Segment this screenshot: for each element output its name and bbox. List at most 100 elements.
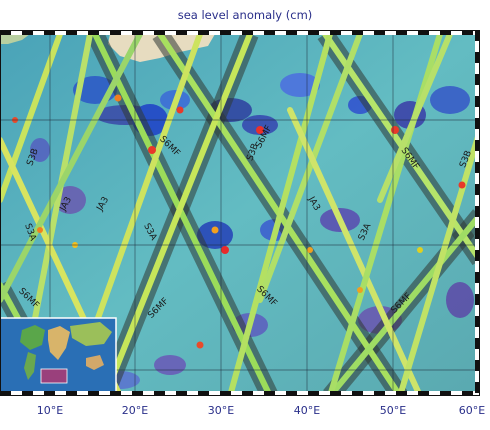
longitude-label-40e: 40°E (293, 404, 321, 417)
frame-segment (0, 391, 11, 396)
frame-segment (429, 391, 440, 396)
frame-segment (33, 30, 44, 35)
frame-segment (475, 151, 480, 162)
map-title: sea level anomaly (cm) (177, 8, 313, 22)
frame-segment (407, 391, 418, 396)
frame-segment (220, 391, 231, 396)
frame-segment (475, 371, 480, 382)
longitude-label-10e: 10°E (36, 404, 64, 417)
frame-segment (396, 391, 407, 396)
frame-segment (319, 391, 330, 396)
frame-segment (475, 272, 480, 283)
frame-segment (110, 391, 121, 396)
frame-segment (440, 30, 451, 35)
frame-segment (475, 294, 480, 305)
frame-segment (220, 30, 231, 35)
frame-segment (264, 30, 275, 35)
frame-segment (475, 118, 480, 129)
map-frame (0, 30, 480, 396)
frame-segment (475, 129, 480, 140)
frame-segment (475, 30, 480, 41)
frame-segment (475, 85, 480, 96)
frame-segment (475, 74, 480, 85)
frame-segment (396, 30, 407, 35)
frame-segment (475, 184, 480, 195)
frame-segment (308, 391, 319, 396)
frame-segment (22, 30, 33, 35)
frame-segment (264, 391, 275, 396)
frame-segment (352, 391, 363, 396)
frame-segment (475, 52, 480, 63)
frame-segment (475, 305, 480, 316)
frame-segment (253, 30, 264, 35)
frame-segment (55, 391, 66, 396)
frame-segment (121, 391, 132, 396)
frame-segment (253, 391, 264, 396)
frame-segment (22, 391, 33, 396)
frame-segment (286, 391, 297, 396)
frame-segment (475, 63, 480, 74)
frame-segment (143, 30, 154, 35)
frame-segment (77, 30, 88, 35)
frame-segment (418, 391, 429, 396)
frame-segment (99, 391, 110, 396)
frame-segment (187, 391, 198, 396)
frame-segment (187, 30, 198, 35)
frame-segment (475, 206, 480, 217)
frame-segment (475, 239, 480, 250)
frame-segment (475, 217, 480, 228)
frame-segment (319, 30, 330, 35)
frame-segment (475, 140, 480, 151)
frame-segment (121, 30, 132, 35)
frame-segment (451, 30, 462, 35)
frame-segment (44, 30, 55, 35)
frame-segment (0, 30, 11, 35)
frame-segment (429, 30, 440, 35)
frame-segment (77, 391, 88, 396)
frame-segment (475, 393, 480, 396)
frame-segment (475, 283, 480, 294)
frame-segment (330, 391, 341, 396)
frame-segment (55, 30, 66, 35)
frame-segment (297, 30, 308, 35)
frame-segment (418, 30, 429, 35)
longitude-label-20e: 20°E (121, 404, 149, 417)
frame-outline (0, 30, 480, 396)
frame-segment (11, 391, 22, 396)
frame-segment (242, 391, 253, 396)
frame-segment (165, 391, 176, 396)
frame-segment (176, 30, 187, 35)
frame-segment (462, 391, 473, 396)
frame-segment (341, 30, 352, 35)
frame-segment (231, 30, 242, 35)
frame-segment (363, 30, 374, 35)
frame-segment (440, 391, 451, 396)
longitude-label-50e: 50°E (379, 404, 407, 417)
frame-segment (330, 30, 341, 35)
frame-segment (475, 195, 480, 206)
frame-segment (475, 349, 480, 360)
longitude-label-60e: 60°E (458, 404, 486, 417)
frame-segment (475, 96, 480, 107)
frame-segment (143, 391, 154, 396)
frame-segment (475, 162, 480, 173)
frame-segment (231, 391, 242, 396)
frame-segment (475, 327, 480, 338)
frame-segment (209, 391, 220, 396)
frame-segment (475, 261, 480, 272)
frame-segment (44, 391, 55, 396)
frame-segment (66, 30, 77, 35)
frame-segment (99, 30, 110, 35)
frame-segment (374, 391, 385, 396)
frame-segment (275, 30, 286, 35)
frame-segment (475, 41, 480, 52)
frame-segment (407, 30, 418, 35)
frame-segment (132, 30, 143, 35)
frame-segment (66, 391, 77, 396)
frame-segment (475, 250, 480, 261)
frame-segment (275, 391, 286, 396)
frame-segment (88, 30, 99, 35)
frame-segment (297, 391, 308, 396)
track-anomaly-spots (12, 94, 466, 349)
frame-segment (462, 30, 473, 35)
